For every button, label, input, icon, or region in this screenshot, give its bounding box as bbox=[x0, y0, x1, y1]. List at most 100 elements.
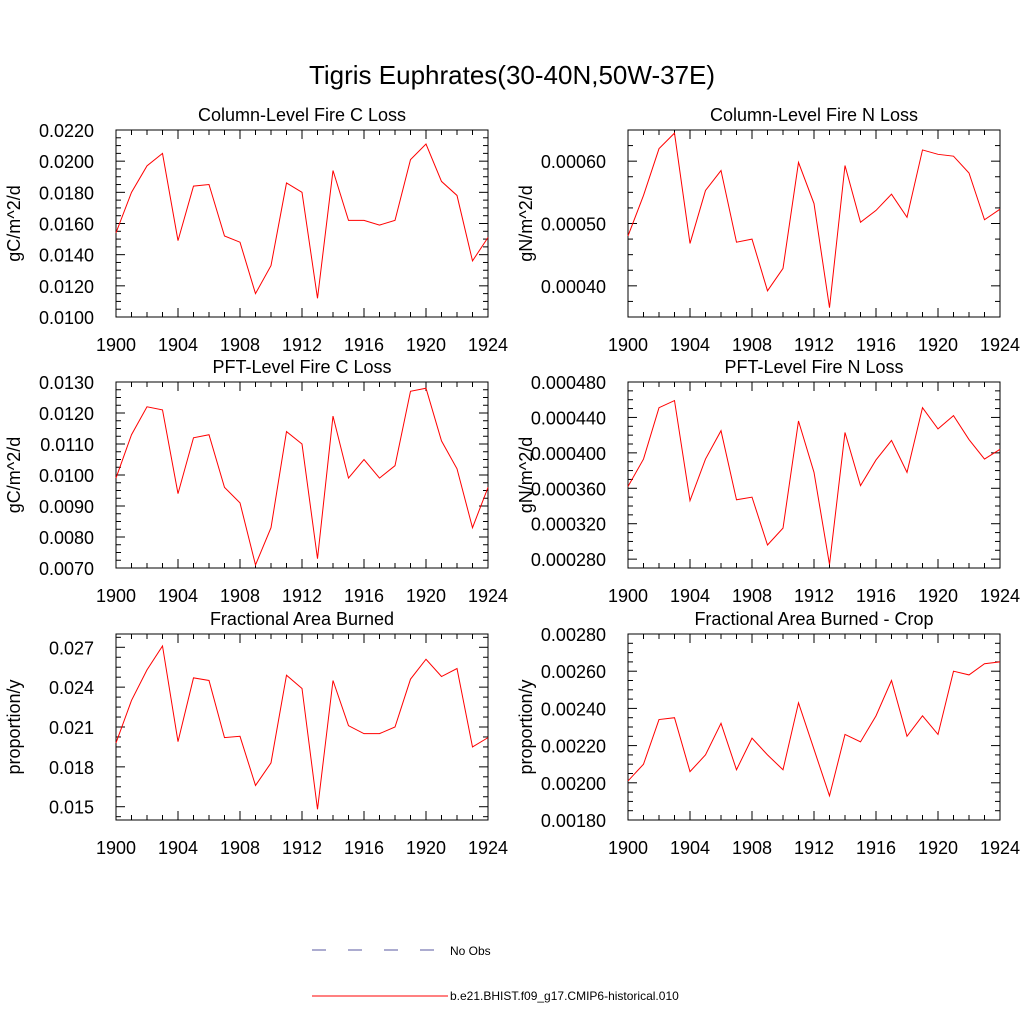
series-line bbox=[627, 661, 1001, 798]
series-line bbox=[627, 132, 1001, 308]
y-tick-label: 0.024 bbox=[49, 678, 94, 698]
panel-title: Column-Level Fire C Loss bbox=[198, 105, 406, 125]
y-tick-label: 0.00260 bbox=[541, 662, 606, 682]
x-tick-label: 1920 bbox=[406, 838, 446, 858]
x-tick-label: 1916 bbox=[856, 838, 896, 858]
page-title: Tigris Euphrates(30-40N,50W-37E) bbox=[309, 60, 715, 90]
y-tick-label: 0.0140 bbox=[39, 246, 94, 266]
y-tick-label: 0.0220 bbox=[39, 121, 94, 141]
x-tick-label: 1912 bbox=[282, 335, 322, 355]
x-tick-label: 1920 bbox=[918, 586, 958, 606]
y-axis-label: proportion/y bbox=[4, 679, 24, 774]
y-tick-label: 0.0100 bbox=[39, 466, 94, 486]
y-tick-label: 0.0120 bbox=[39, 277, 94, 297]
y-tick-label: 0.000320 bbox=[531, 515, 606, 535]
chart-panel: Column-Level Fire N Loss gN/m^2/d 1900 1904… bbox=[516, 105, 1020, 355]
y-axis-label: proportion/y bbox=[516, 679, 536, 774]
y-tick-label: 0.000480 bbox=[531, 373, 606, 393]
x-tick-label: 1924 bbox=[980, 838, 1020, 858]
y-tick-label: 0.00050 bbox=[541, 215, 606, 235]
x-tick-label: 1924 bbox=[980, 586, 1020, 606]
y-tick-label: 0.00040 bbox=[541, 277, 606, 297]
panel-title: PFT-Level Fire N Loss bbox=[724, 357, 903, 377]
x-tick-label: 1908 bbox=[732, 335, 772, 355]
x-tick-label: 1908 bbox=[220, 586, 260, 606]
panel-title: PFT-Level Fire C Loss bbox=[212, 357, 391, 377]
series-line bbox=[627, 399, 1001, 565]
y-tick-label: 0.0100 bbox=[39, 308, 94, 328]
plot-frame bbox=[627, 129, 1001, 318]
legend-model-label: b.e21.BHIST.f09_g17.CMIP6-historical.010 bbox=[450, 989, 679, 1003]
y-axis-label: gN/m^2/d bbox=[516, 437, 536, 513]
y-tick-label: 0.0070 bbox=[39, 559, 94, 579]
y-axis-label: gC/m^2/d bbox=[4, 437, 24, 513]
y-tick-label: 0.0120 bbox=[39, 404, 94, 424]
x-tick-label: 1908 bbox=[732, 838, 772, 858]
y-tick-label: 0.018 bbox=[49, 758, 94, 778]
y-tick-label: 0.0130 bbox=[39, 373, 94, 393]
y-axis-label: gN/m^2/d bbox=[516, 185, 536, 261]
x-tick-label: 1904 bbox=[158, 335, 198, 355]
y-tick-label: 0.0160 bbox=[39, 215, 94, 235]
x-tick-label: 1908 bbox=[220, 838, 260, 858]
x-tick-label: 1916 bbox=[856, 586, 896, 606]
plot-frame bbox=[627, 633, 1001, 821]
x-tick-label: 1924 bbox=[980, 335, 1020, 355]
panel-title: Fractional Area Burned - Crop bbox=[694, 609, 933, 629]
chart-panel: Column-Level Fire C Loss gC/m^2/d 1900 1904… bbox=[4, 105, 508, 355]
plot-frame bbox=[115, 633, 489, 821]
y-tick-label: 0.0200 bbox=[39, 152, 94, 172]
panel-title: Column-Level Fire N Loss bbox=[710, 105, 918, 125]
x-tick-label: 1916 bbox=[344, 586, 384, 606]
x-tick-label: 1916 bbox=[856, 335, 896, 355]
x-tick-label: 1904 bbox=[670, 335, 710, 355]
x-tick-label: 1916 bbox=[344, 838, 384, 858]
series-line bbox=[115, 387, 489, 567]
x-tick-label: 1900 bbox=[96, 838, 136, 858]
y-tick-label: 0.000280 bbox=[531, 550, 606, 570]
y-tick-label: 0.000360 bbox=[531, 479, 606, 499]
x-tick-label: 1904 bbox=[670, 838, 710, 858]
x-tick-label: 1900 bbox=[608, 586, 648, 606]
chart-panels: Column-Level Fire C Loss gC/m^2/d 1900 1904… bbox=[4, 105, 1020, 858]
legend-obs-label: No Obs bbox=[450, 944, 491, 958]
y-tick-label: 0.0180 bbox=[39, 183, 94, 203]
series-line bbox=[115, 143, 489, 299]
x-tick-label: 1924 bbox=[468, 838, 508, 858]
y-tick-label: 0.00240 bbox=[541, 699, 606, 719]
x-tick-label: 1916 bbox=[344, 335, 384, 355]
x-tick-label: 1908 bbox=[732, 586, 772, 606]
x-tick-label: 1920 bbox=[918, 838, 958, 858]
x-tick-label: 1924 bbox=[468, 335, 508, 355]
chart-panel: Fractional Area Burned proportion/y 1900 19… bbox=[4, 609, 508, 858]
x-tick-label: 1912 bbox=[282, 838, 322, 858]
x-tick-label: 1908 bbox=[220, 335, 260, 355]
x-tick-label: 1900 bbox=[96, 586, 136, 606]
y-tick-label: 0.00280 bbox=[541, 625, 606, 645]
x-tick-label: 1900 bbox=[608, 335, 648, 355]
chart-panel: PFT-Level Fire N Loss gN/m^2/d 1900 1904 190… bbox=[516, 357, 1020, 606]
y-tick-label: 0.000400 bbox=[531, 444, 606, 464]
x-tick-label: 1912 bbox=[282, 586, 322, 606]
series-line bbox=[115, 644, 489, 810]
y-tick-label: 0.0090 bbox=[39, 497, 94, 517]
y-tick-label: 0.027 bbox=[49, 638, 94, 658]
chart-panel: PFT-Level Fire C Loss gC/m^2/d 1900 1904 190… bbox=[4, 357, 508, 606]
x-tick-label: 1900 bbox=[608, 838, 648, 858]
y-tick-label: 0.00220 bbox=[541, 737, 606, 757]
x-tick-label: 1920 bbox=[918, 335, 958, 355]
y-tick-label: 0.021 bbox=[49, 718, 94, 738]
chart-panel: Fractional Area Burned - Crop proportion/… bbox=[516, 609, 1020, 858]
x-tick-label: 1904 bbox=[670, 586, 710, 606]
y-axis-label: gC/m^2/d bbox=[4, 185, 24, 261]
panel-title: Fractional Area Burned bbox=[210, 609, 394, 629]
x-tick-label: 1920 bbox=[406, 335, 446, 355]
y-tick-label: 0.000440 bbox=[531, 408, 606, 428]
x-tick-label: 1912 bbox=[794, 838, 834, 858]
x-tick-label: 1912 bbox=[794, 335, 834, 355]
x-tick-label: 1912 bbox=[794, 586, 834, 606]
x-tick-label: 1904 bbox=[158, 586, 198, 606]
x-tick-label: 1924 bbox=[468, 586, 508, 606]
y-tick-label: 0.00200 bbox=[541, 774, 606, 794]
